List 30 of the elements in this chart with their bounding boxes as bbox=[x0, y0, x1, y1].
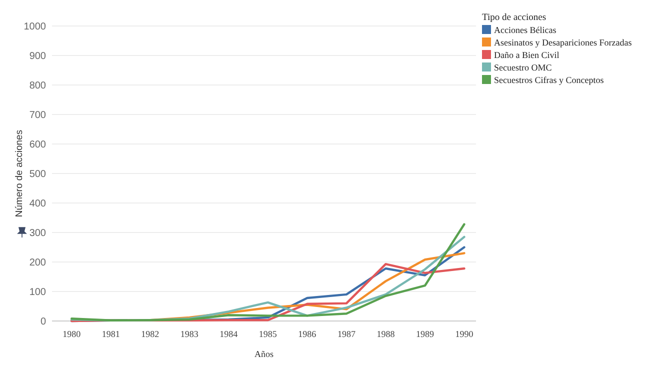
y-tick-label: 400 bbox=[29, 198, 46, 210]
legend-title: Tipo de acciones bbox=[482, 13, 546, 23]
legend-label: Asesinatos y Desapariciones Forzadas bbox=[494, 38, 632, 48]
y-tick-label: 500 bbox=[29, 169, 46, 180]
x-tick-label: 1988 bbox=[376, 329, 396, 339]
y-tick-label: 0 bbox=[40, 316, 46, 328]
y-tick-label: 200 bbox=[29, 258, 46, 268]
y-tick-label: 800 bbox=[29, 80, 46, 92]
legend-label: Acciones Bélicas bbox=[494, 25, 557, 35]
x-tick-label: 1989 bbox=[416, 329, 434, 339]
x-tick-label: 1983 bbox=[180, 329, 199, 339]
x-tick-label: 1986 bbox=[298, 329, 317, 339]
x-tick-label: 1990 bbox=[455, 329, 474, 339]
legend-label: Secuestros Cifras y Conceptos bbox=[494, 75, 604, 85]
x-axis-title: Años bbox=[254, 349, 274, 359]
y-tick-label: 600 bbox=[29, 140, 46, 150]
x-tick-label: 1987 bbox=[337, 329, 356, 339]
x-tick-label: 1984 bbox=[220, 329, 238, 339]
y-tick-label: 1000 bbox=[24, 22, 46, 32]
x-tick-label: 1982 bbox=[141, 329, 160, 339]
y-tick-label: 100 bbox=[29, 287, 46, 298]
y-tick-label: 700 bbox=[29, 110, 46, 121]
y-tick-label: 900 bbox=[29, 51, 46, 62]
legend-label: Secuestro OMC bbox=[494, 62, 552, 72]
legend-label: Daño a Bien Civil bbox=[494, 50, 560, 60]
x-tick-label: 1980 bbox=[62, 329, 82, 339]
x-tick-label: 1985 bbox=[258, 329, 278, 339]
y-tick-label: 300 bbox=[29, 228, 46, 239]
y-axis-title: Número de acciones bbox=[14, 130, 25, 218]
x-tick-label: 1981 bbox=[102, 329, 120, 339]
